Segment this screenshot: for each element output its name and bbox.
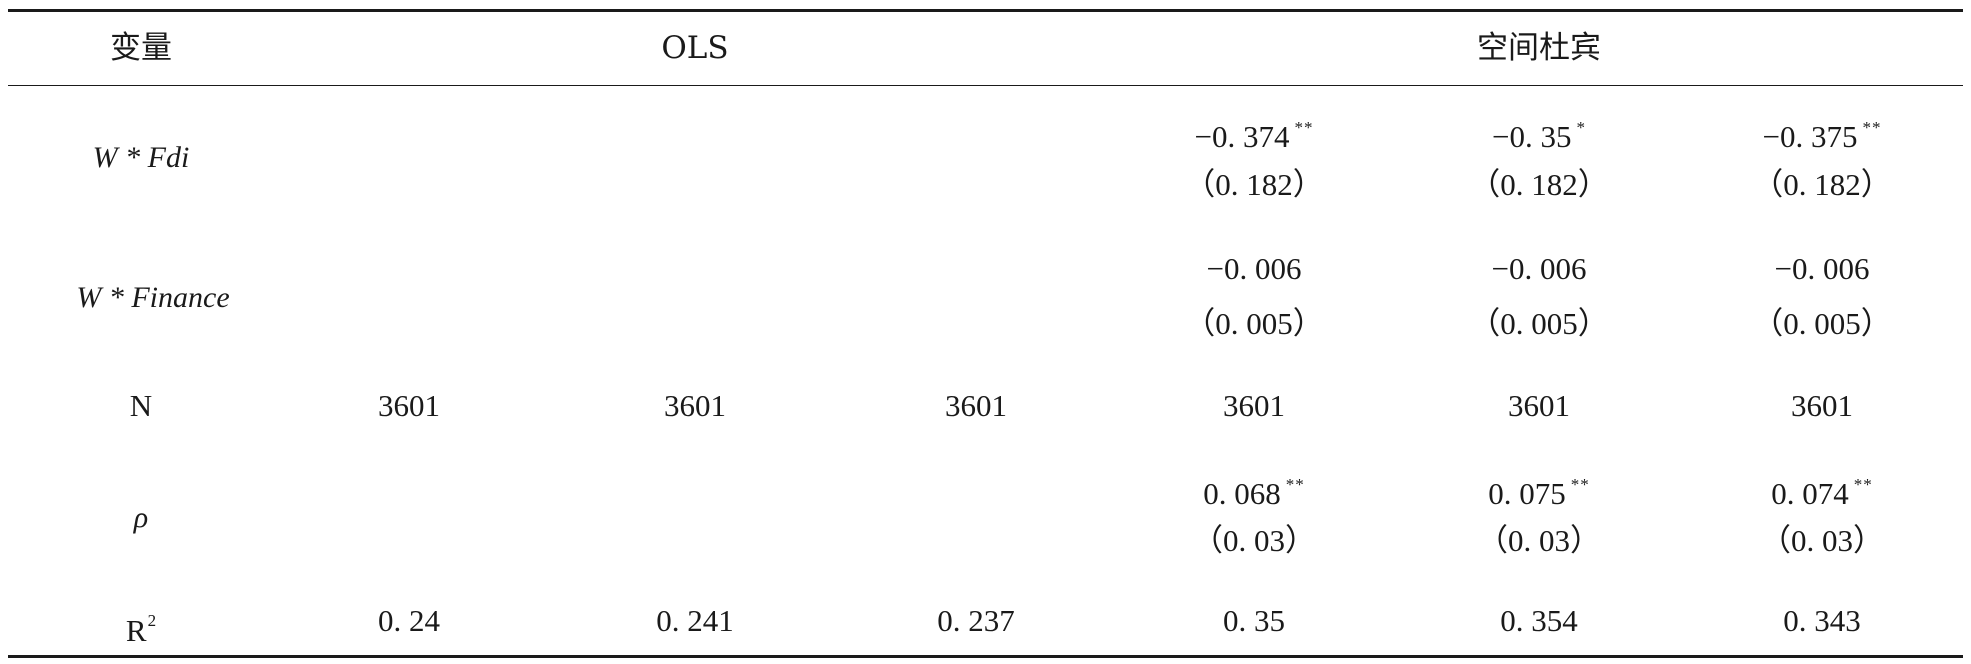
r2-col5: 0. 354: [1500, 603, 1578, 638]
r2-col2: 0. 241: [656, 603, 734, 638]
n-col4: 3601: [1223, 388, 1285, 423]
n-col3: 3601: [945, 388, 1007, 423]
header-spatial-durbin: 空间杜宾: [1477, 30, 1601, 66]
se-w-finance-col5: （0. 005）: [1469, 306, 1609, 341]
significance-stars: **: [1862, 118, 1882, 137]
coef-w-fdi-col6: −0. 375 **: [1762, 118, 1882, 154]
top-rule: [8, 9, 1963, 12]
coef-w-finance-col6: −0. 006: [1774, 251, 1870, 286]
se-w-finance-col6: （0. 005）: [1752, 306, 1892, 341]
r2-col4: 0. 35: [1223, 603, 1285, 638]
coef-w-fdi-col5: −0. 35 *: [1492, 118, 1586, 154]
r2-col1: 0. 24: [378, 603, 440, 638]
coef-rho-col6: 0. 074 **: [1771, 475, 1873, 511]
significance-stars: **: [1294, 118, 1314, 137]
header-variable: 变量: [110, 30, 172, 66]
row-label-r-squared: R2: [125, 611, 157, 648]
bottom-rule: [8, 655, 1963, 658]
coef-w-fdi-col4: −0. 374 **: [1194, 118, 1314, 154]
significance-stars: **: [1570, 475, 1590, 494]
r2-col3: 0. 237: [937, 603, 1015, 638]
coef-rho-col4: 0. 068 **: [1203, 475, 1305, 511]
header-ols: OLS: [661, 30, 729, 66]
se-w-fdi-col6: （0. 182）: [1752, 167, 1892, 202]
se-rho-col6: （0. 03）: [1760, 523, 1884, 558]
se-rho-col4: （0. 03）: [1192, 523, 1316, 558]
n-col1: 3601: [378, 388, 440, 423]
n-col6: 3601: [1791, 388, 1853, 423]
row-label-w-finance: W * Finance: [76, 281, 230, 314]
se-w-fdi-col4: （0. 182）: [1184, 167, 1324, 202]
header-rule: [8, 85, 1963, 86]
coef-w-finance-col4: −0. 006: [1206, 251, 1302, 286]
n-col5: 3601: [1508, 388, 1570, 423]
se-w-fdi-col5: （0. 182）: [1469, 167, 1609, 202]
coef-w-finance-col5: −0. 006: [1491, 251, 1587, 286]
se-rho-col5: （0. 03）: [1477, 523, 1601, 558]
coef-rho-col5: 0. 075 **: [1488, 475, 1590, 511]
n-col2: 3601: [664, 388, 726, 423]
row-label-rho: ρ: [133, 501, 149, 534]
significance-stars: **: [1853, 475, 1873, 494]
row-label-n: N: [129, 388, 153, 423]
significance-stars: *: [1576, 118, 1586, 137]
r2-col6: 0. 343: [1783, 603, 1861, 638]
row-label-w-fdi: W * Fdi: [92, 141, 190, 174]
se-w-finance-col4: （0. 005）: [1184, 306, 1324, 341]
significance-stars: **: [1285, 475, 1305, 494]
